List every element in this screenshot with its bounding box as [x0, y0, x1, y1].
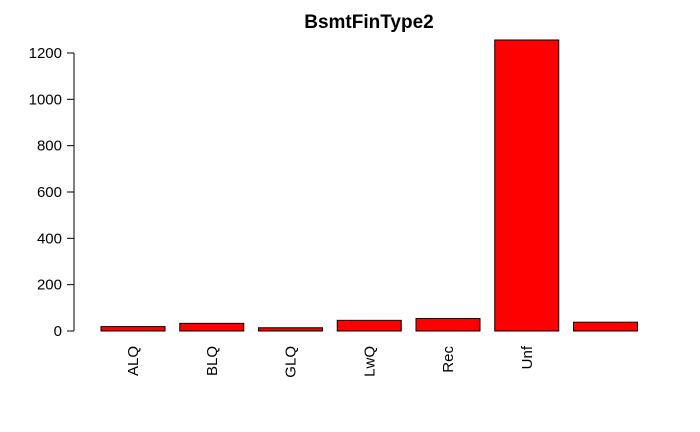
x-tick-label: Rec: [440, 346, 457, 373]
bar-alq: [100, 326, 166, 332]
y-axis: 0 200 400 600 800 1000 1200: [29, 45, 75, 340]
y-tick-label: 200: [37, 277, 62, 294]
x-tick-label: LwQ: [361, 346, 378, 377]
bar-unf: [494, 39, 560, 332]
bar-unlabeled: [573, 321, 638, 332]
bar-blq: [179, 322, 245, 332]
x-tick-label: ALQ: [125, 346, 142, 376]
chart-title: BsmtFinType2: [304, 12, 434, 33]
x-tick-label: Unf: [519, 345, 536, 369]
bar-rec: [415, 317, 481, 332]
y-tick-label: 400: [37, 230, 62, 247]
bar-lwq: [336, 319, 402, 332]
bar-glq: [258, 327, 323, 332]
y-tick-label: 1000: [29, 91, 62, 108]
x-tick-label: GLQ: [283, 346, 300, 378]
y-tick-label: 0: [54, 323, 62, 340]
bars: [100, 39, 638, 332]
y-tick-label: 600: [37, 184, 62, 201]
y-tick-label: 800: [37, 138, 62, 155]
y-tick-label: 1200: [29, 45, 62, 62]
x-tick-label: BLQ: [204, 346, 221, 376]
x-tick-labels: ALQ BLQ GLQ LwQ Rec Unf: [125, 345, 536, 378]
